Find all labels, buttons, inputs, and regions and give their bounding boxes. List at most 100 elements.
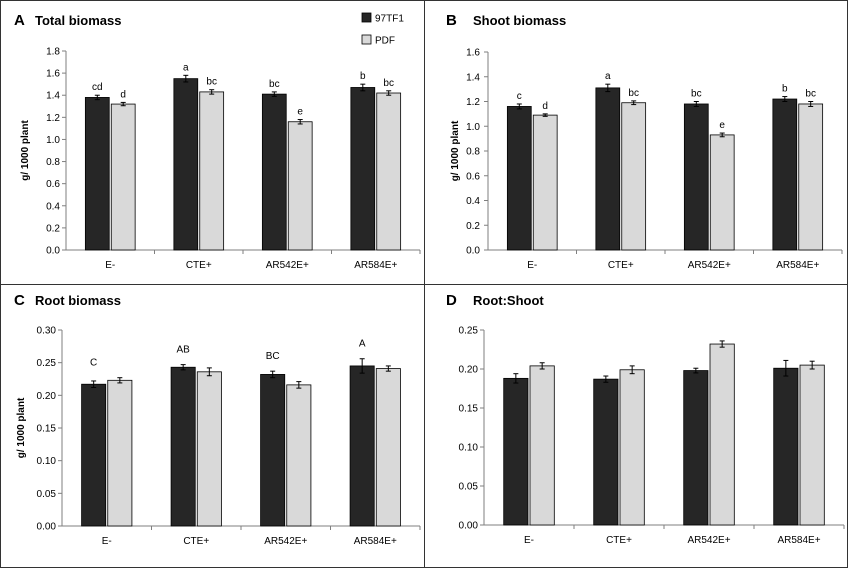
significance-label: a [605, 71, 611, 82]
y-tick-label: 1.0 [46, 135, 60, 146]
y-tick-label: 1.8 [46, 47, 60, 58]
chart-panel-c: C Root biomass 0.00 0.05 0.10 0.15 0.20 0.25 0.3… [14, 292, 421, 547]
chart-title: Shoot biomass [473, 13, 566, 28]
bar-pdf-3 [798, 103, 824, 251]
bar-pdf-2 [709, 134, 735, 251]
y-tick-label: 0.0 [466, 246, 480, 257]
bar-97tf1-0 [503, 377, 529, 526]
panel-letter: C [14, 292, 25, 309]
bar-pdf-0 [110, 103, 136, 251]
x-tick-label: E- [527, 260, 537, 271]
bar-97tf1-2 [683, 103, 709, 251]
bar-pdf-1 [199, 91, 225, 251]
x-tick-label: CTE+ [606, 535, 632, 546]
significance-label: a [183, 62, 189, 73]
bar-97tf1-1 [170, 366, 196, 527]
y-axis-label: g/ 1000 plant [16, 397, 27, 458]
y-tick-label: 0.20 [37, 391, 57, 402]
y-tick-label: 0.6 [466, 171, 480, 182]
bar-pdf-1 [619, 369, 645, 526]
x-tick-label: AR542E+ [688, 260, 731, 271]
y-tick-label: 1.2 [466, 97, 480, 108]
y-axis-label: g/ 1000 plant [450, 120, 461, 181]
y-tick-label: 1.0 [466, 122, 480, 133]
significance-label: bc [805, 89, 816, 100]
significance-label: AB [176, 345, 190, 356]
y-tick-label: 0.8 [46, 157, 60, 168]
bar-pdf-3 [375, 368, 401, 527]
bar-97tf1-1 [595, 87, 621, 251]
legend-swatch-97tf1 [361, 12, 372, 23]
x-tick-label: E- [105, 260, 115, 271]
panel-letter: B [446, 12, 457, 29]
bar-pdf-2 [286, 384, 312, 527]
bar-97tf1-0 [506, 106, 532, 251]
chart-panel-b: B Shoot biomass 0.0 0.2 0.4 0.6 0.8 1.0 1.2 1.4 1.… [446, 12, 843, 271]
significance-label: cd [92, 82, 103, 93]
bar-97tf1-2 [683, 370, 709, 526]
y-tick-label: 0.8 [466, 147, 480, 158]
bar-97tf1-2 [260, 374, 286, 527]
significance-label: d [542, 101, 548, 112]
bar-pdf-0 [529, 365, 555, 526]
bar-97tf1-2 [261, 93, 287, 251]
significance-label: C [90, 358, 97, 369]
y-tick-label: 0.15 [459, 404, 479, 415]
chart-title: Root:Shoot [473, 293, 544, 308]
y-tick-label: 0.6 [46, 179, 60, 190]
y-tick-label: 0.10 [37, 456, 57, 467]
y-tick-label: 1.6 [466, 48, 480, 59]
significance-label: bc [691, 89, 702, 100]
bar-97tf1-1 [593, 378, 619, 526]
chart-panel-d: D Root:Shoot 0.00 0.05 0.10 0.15 0.20 0.25 E- CTE… [446, 292, 845, 546]
y-tick-label: 1.4 [466, 72, 480, 83]
bar-97tf1-3 [350, 87, 376, 251]
significance-label: bc [269, 79, 280, 90]
bar-97tf1-0 [81, 383, 107, 527]
legend-swatch-pdf [361, 34, 372, 45]
y-tick-label: 1.4 [46, 91, 60, 102]
bar-97tf1-3 [772, 98, 798, 251]
bar-pdf-1 [196, 371, 222, 527]
bar-97tf1-3 [773, 367, 799, 526]
legend-label: PDF [375, 36, 395, 47]
x-tick-label: CTE+ [186, 260, 212, 271]
bar-97tf1-0 [84, 97, 110, 251]
significance-label: d [120, 89, 126, 100]
y-tick-label: 1.2 [46, 113, 60, 124]
x-tick-label: AR584E+ [777, 535, 820, 546]
legend: 97TF1 PDF [361, 12, 404, 47]
x-tick-label: AR584E+ [354, 536, 397, 547]
x-tick-label: E- [102, 536, 112, 547]
bar-pdf-2 [287, 121, 313, 251]
significance-label: bc [628, 88, 639, 99]
bar-pdf-3 [376, 92, 402, 251]
x-tick-label: AR584E+ [354, 260, 397, 271]
x-tick-label: AR542E+ [687, 535, 730, 546]
y-tick-label: 0.0 [46, 246, 60, 257]
panel-letter: D [446, 292, 457, 309]
bar-pdf-3 [799, 364, 825, 526]
y-tick-label: 0.2 [46, 223, 60, 234]
chart-title: Root biomass [35, 293, 121, 308]
chart-panel-a: A Total biomass 0.0 0.2 0.4 0.6 0.8 1.0 1.2 1.4 1.… [14, 12, 421, 271]
y-axis-label: g/ 1000 plant [20, 120, 31, 181]
bar-pdf-2 [709, 343, 735, 526]
significance-label: bc [206, 77, 217, 88]
y-tick-label: 0.4 [46, 201, 60, 212]
x-tick-label: AR542E+ [264, 536, 307, 547]
y-tick-label: 0.20 [459, 365, 479, 376]
y-tick-label: 0.15 [37, 424, 57, 435]
x-tick-label: CTE+ [608, 260, 634, 271]
bar-pdf-0 [107, 379, 133, 527]
significance-label: A [359, 339, 366, 350]
chart-title: Total biomass [35, 13, 121, 28]
bar-pdf-1 [621, 102, 647, 251]
x-tick-label: AR584E+ [776, 260, 819, 271]
y-tick-label: 0.25 [37, 358, 57, 369]
x-tick-label: CTE+ [183, 536, 209, 547]
y-tick-label: 0.30 [37, 326, 57, 337]
significance-label: BC [266, 351, 280, 362]
y-tick-label: 0.10 [459, 443, 479, 454]
